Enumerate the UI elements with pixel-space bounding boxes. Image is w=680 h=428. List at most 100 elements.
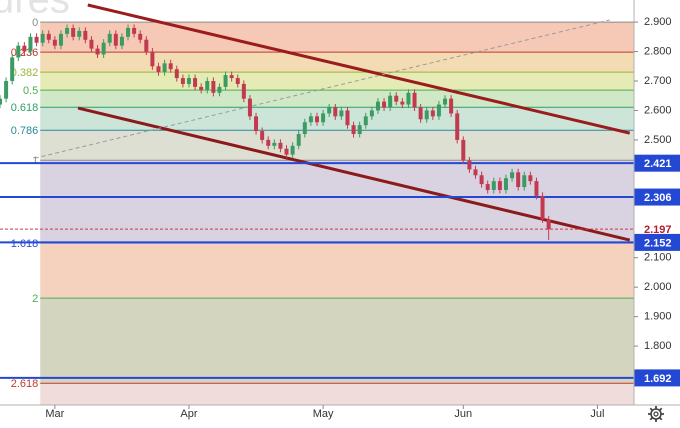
candle-body — [186, 78, 191, 84]
candle-body — [156, 66, 161, 73]
candle-body — [455, 113, 460, 140]
candle-body — [394, 95, 399, 102]
candle-body — [89, 39, 94, 49]
candle-body — [406, 92, 411, 105]
candle-body — [345, 110, 350, 126]
trend-line — [87, 3, 631, 135]
candle-body — [83, 30, 88, 40]
candle-body — [107, 33, 112, 43]
candle-body — [436, 104, 441, 117]
candle-body — [95, 48, 100, 55]
watermark: ures — [0, 0, 70, 22]
candle-body — [223, 75, 228, 87]
candle-body — [241, 83, 246, 99]
candle-body — [71, 27, 76, 37]
price-label: 2.421 — [644, 158, 672, 170]
fib-zone — [40, 52, 634, 73]
candle-body — [150, 51, 155, 67]
y-tick-label: 1.900 — [644, 311, 672, 323]
candle-body — [126, 27, 131, 37]
price-label: 2.306 — [644, 192, 672, 204]
candle-body — [34, 36, 39, 43]
y-tick-label: 2.000 — [644, 281, 672, 293]
fib-zone — [40, 243, 634, 299]
y-tick-label: 2.500 — [644, 134, 672, 146]
price-scale — [634, 0, 680, 428]
y-tick-label: 2.600 — [644, 104, 672, 116]
candle-body — [16, 45, 21, 58]
candle-body — [266, 139, 271, 146]
candle-body — [272, 142, 277, 146]
candle-body — [205, 81, 210, 90]
price-label: 1.692 — [644, 373, 672, 385]
candle-body — [247, 98, 252, 117]
candle-body — [290, 145, 295, 155]
candle-body — [327, 107, 332, 114]
candle-body — [132, 27, 137, 34]
candle-body — [430, 110, 435, 117]
dashed-trend-line — [34, 19, 610, 159]
candle-body — [174, 69, 179, 79]
candle-body — [528, 175, 533, 182]
candle-body — [308, 116, 313, 123]
candle-body — [375, 101, 380, 111]
price-label-box — [634, 154, 680, 172]
fib-label: 0.618 — [11, 102, 39, 114]
axis-layer: 1.800 1.900 2.000 2.100 2.500 2.600 2.700 2.800… — [45, 16, 680, 420]
candle-body — [180, 78, 185, 84]
price-label: 2.197 — [644, 224, 672, 236]
fib-zone — [40, 90, 634, 108]
candle-body — [101, 42, 106, 55]
y-tick-label: 2.900 — [644, 16, 672, 28]
candle-body — [412, 92, 417, 108]
candle-body — [424, 110, 429, 120]
candle-body — [0, 98, 2, 105]
price-label-box — [634, 233, 680, 251]
candle-body — [235, 78, 240, 84]
x-tick-label: Apr — [180, 408, 197, 420]
candle-body — [4, 81, 9, 99]
candle-body — [400, 101, 405, 105]
fib-zone — [40, 72, 634, 91]
candle-body — [254, 116, 259, 132]
fib-zone — [40, 383, 634, 405]
candle-body — [52, 39, 57, 46]
candle-body — [339, 110, 344, 117]
fib-label: 2.618 — [11, 378, 39, 390]
fib-label: 1.618 — [11, 238, 39, 250]
candle-body — [260, 131, 265, 140]
candle-body — [113, 33, 118, 46]
candle-body — [22, 45, 27, 52]
settings-icon[interactable] — [648, 406, 664, 422]
candle-body — [193, 78, 198, 87]
x-tick-label: Mar — [45, 408, 64, 420]
candle-body — [534, 181, 539, 196]
candle-body — [503, 178, 508, 190]
candle-body — [65, 27, 70, 34]
candle-body — [162, 63, 167, 73]
candle-body — [461, 139, 466, 161]
price-label: 2.152 — [644, 237, 672, 249]
candle-body — [10, 57, 15, 81]
candle-body — [369, 110, 374, 117]
candle-body — [321, 113, 326, 123]
candle-body — [449, 98, 454, 114]
fib-label: 2 — [32, 293, 38, 305]
fib-label: 0.382 — [11, 67, 39, 79]
fib-zone — [40, 107, 634, 131]
candle-body — [58, 33, 63, 46]
time-scale — [0, 405, 680, 428]
fib-zone — [40, 130, 634, 161]
fib-zone — [40, 298, 634, 384]
fib-label: 0.786 — [11, 125, 39, 137]
candle-body — [278, 142, 283, 149]
candle-body — [211, 81, 216, 93]
candle-body — [217, 86, 222, 93]
candle-body — [357, 125, 362, 135]
candle-body — [351, 125, 356, 135]
candle-body — [28, 36, 33, 52]
candle-body — [546, 219, 551, 230]
